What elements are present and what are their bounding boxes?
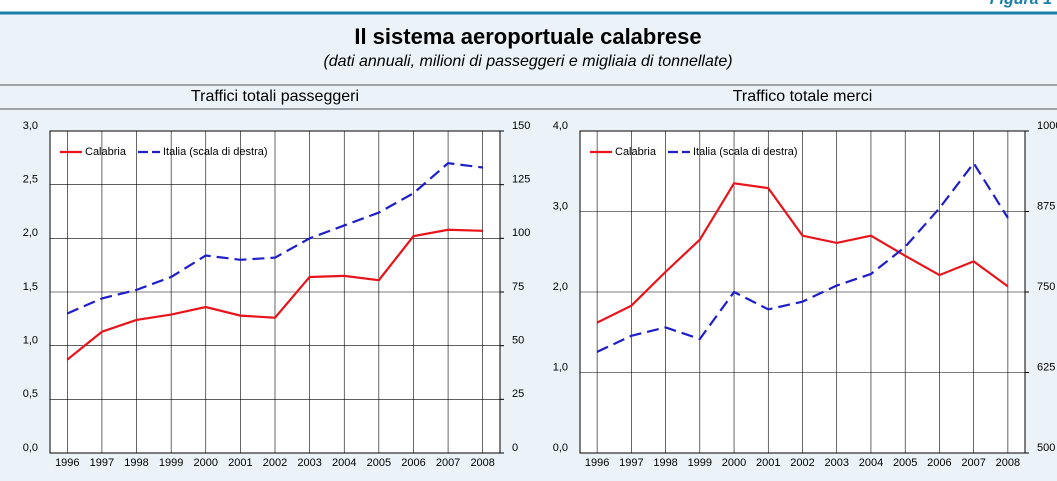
x-tick-label: 2001 [756,457,780,469]
x-tick-label: 2005 [893,457,917,469]
x-tick-label: 1999 [688,457,712,469]
y2-tick-label: 100 [512,227,530,239]
x-tick-label: 1996 [55,457,79,469]
y-tick-label: 1,5 [23,281,38,293]
y2-tick-label: 625 [1037,361,1055,373]
y-tick-label: 2,5 [23,174,38,186]
y-tick-label: 4,0 [553,120,568,132]
y-tick-label: 0,0 [23,442,38,454]
series-line [596,161,1009,353]
x-tick-label: 1997 [619,457,643,469]
y-tick-label: 1,0 [553,361,568,373]
legend-label: Italia (scala di destra) [693,146,798,158]
chart-title: Traffici totali passeggeri [191,88,359,105]
figure-label: Figura 1 [990,0,1052,8]
y2-tick-label: 0 [512,442,518,454]
y-tick-label: 2,0 [553,281,568,293]
y-tick-label: 3,0 [23,120,38,132]
x-tick-label: 1998 [124,457,148,469]
chart-title: Traffico totale merci [733,88,873,105]
x-tick-label: 2004 [332,457,356,469]
y2-tick-label: 125 [512,174,530,186]
top-band [0,0,1057,12]
y2-tick-label: 500 [1037,442,1055,454]
x-tick-label: 2006 [401,457,425,469]
x-tick-label: 2002 [263,457,287,469]
x-tick-label: 2007 [436,457,460,469]
x-tick-label: 2008 [470,457,494,469]
y-tick-label: 0,5 [23,388,38,400]
x-tick-label: 2000 [722,457,746,469]
x-tick-label: 1999 [159,457,183,469]
y2-tick-label: 1000 [1037,120,1057,132]
x-tick-label: 2006 [927,457,951,469]
x-tick-label: 1997 [90,457,114,469]
x-tick-label: 2004 [859,457,883,469]
y-tick-label: 3,0 [553,200,568,212]
series-line [596,182,1009,324]
x-tick-label: 2003 [297,457,321,469]
x-tick-label: 2003 [824,457,848,469]
y2-tick-label: 75 [512,281,524,293]
y-tick-label: 1,0 [23,335,38,347]
x-tick-label: 2007 [961,457,985,469]
x-tick-label: 1996 [585,457,609,469]
series-line [66,162,483,315]
subtitle: (dati annuali, milioni di passeggeri e m… [323,53,732,70]
x-tick-label: 2002 [790,457,814,469]
legend-label: Italia (scala di destra) [163,146,268,158]
legend-label: Calabria [85,146,127,158]
y2-tick-label: 875 [1037,200,1055,212]
x-tick-label: 2000 [194,457,218,469]
x-tick-label: 2005 [367,457,391,469]
x-tick-label: 1998 [653,457,677,469]
y2-tick-label: 150 [512,120,530,132]
y2-tick-label: 750 [1037,281,1055,293]
y2-tick-label: 25 [512,388,524,400]
title: Il sistema aeroportuale calabrese [354,24,701,49]
y-tick-label: 0,0 [553,442,568,454]
y2-tick-label: 50 [512,335,524,347]
series-line [66,228,483,361]
legend-label: Calabria [615,146,657,158]
x-tick-label: 2001 [228,457,252,469]
x-tick-label: 2008 [996,457,1020,469]
y-tick-label: 2,0 [23,227,38,239]
